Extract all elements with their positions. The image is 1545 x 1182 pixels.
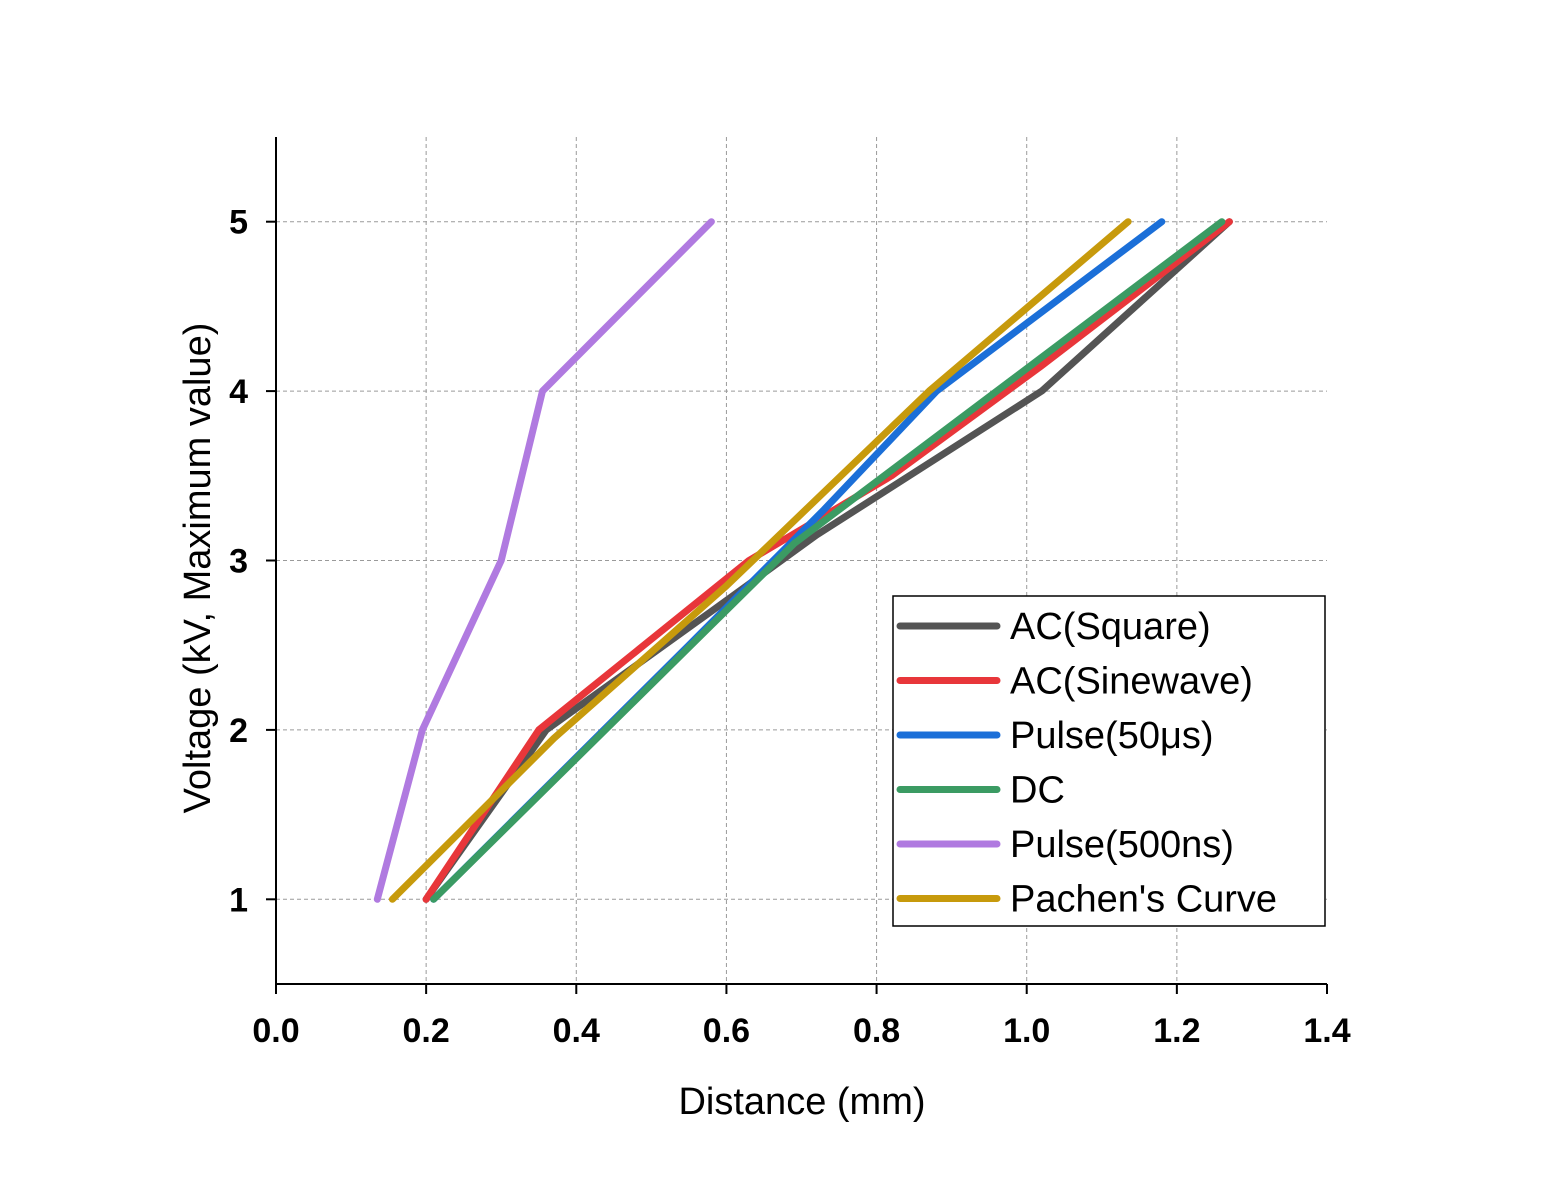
- legend: AC(Square) AC(Sinewave) Pulse(50μs) DC Pulse…: [892, 595, 1326, 927]
- x-tick-label: 0.0: [252, 1012, 299, 1050]
- y-tick-label: 3: [229, 543, 248, 581]
- legend-label: Pachen's Curve: [1010, 879, 1277, 921]
- x-tick-label: 1.2: [1153, 1012, 1200, 1050]
- y-tick-label: 1: [229, 881, 248, 919]
- legend-label: AC(Square): [1010, 606, 1211, 648]
- x-tick-label: 0.8: [853, 1012, 900, 1050]
- legend-box: [892, 595, 1326, 927]
- series-lines: [373, 218, 1233, 903]
- x-axis-title: Distance (mm): [678, 1081, 925, 1123]
- y-tick-label: 5: [229, 204, 248, 242]
- series-line-dc: [430, 218, 1226, 903]
- x-tick-label: 0.6: [703, 1012, 750, 1050]
- x-tick-label: 1.0: [1003, 1012, 1050, 1050]
- x-tick-label: 1.4: [1303, 1012, 1350, 1050]
- y-tick-label: 4: [229, 373, 248, 411]
- legend-label: Pulse(500ns): [1010, 824, 1234, 866]
- legend-label: DC: [1010, 770, 1065, 812]
- y-tick-label: 2: [229, 712, 248, 750]
- grid-lines: [276, 137, 1327, 984]
- series-line-pachen-s-curve: [388, 218, 1132, 903]
- legend-label: AC(Sinewave): [1010, 661, 1253, 703]
- x-tick-label: 0.2: [403, 1012, 450, 1050]
- series-line-pulse-500ns: [373, 218, 715, 903]
- legend-label: Pulse(50μs): [1010, 715, 1214, 757]
- y-axis-title: Voltage (kV, Maximum value): [177, 323, 219, 814]
- x-axis-ticks: 0.0 0.2 0.4 0.6 0.8 1.0 1.2 1.4: [252, 984, 1351, 1050]
- x-tick-label: 0.4: [553, 1012, 600, 1050]
- y-axis-ticks: 1 2 3 4 5: [229, 204, 276, 919]
